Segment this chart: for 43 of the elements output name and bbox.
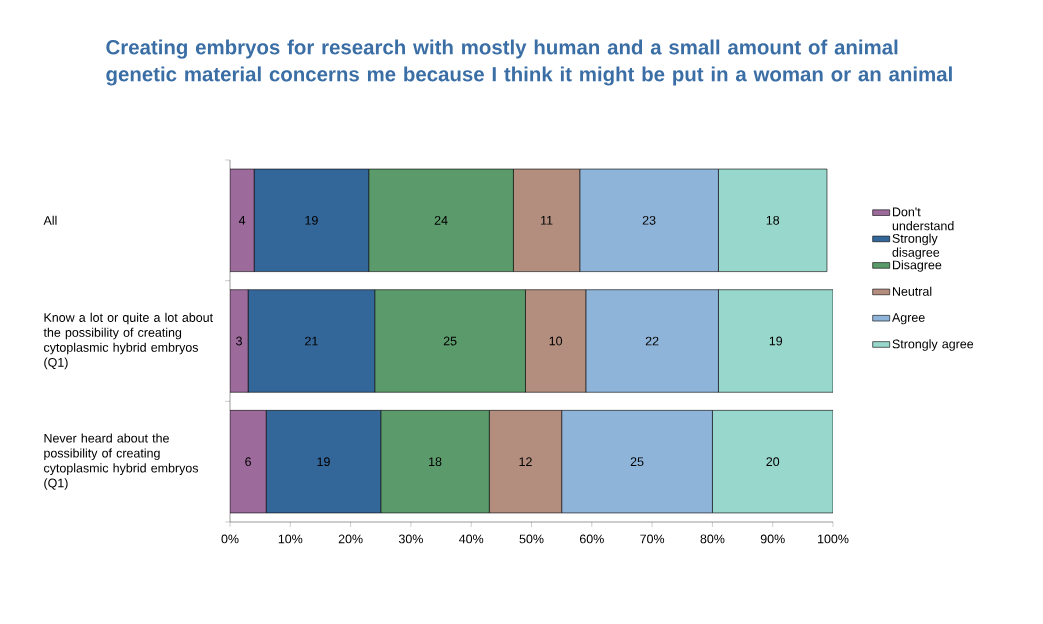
data-label: 24 — [434, 215, 448, 225]
data-label: 22 — [645, 336, 659, 346]
data-label: 18 — [429, 457, 442, 467]
legend-label: Neutral — [892, 286, 932, 296]
legend-label: Disagree — [892, 260, 942, 272]
bar — [230, 410, 267, 514]
bar — [712, 410, 834, 514]
legend-label: Strongly agree — [892, 339, 974, 351]
data-label: 6 — [245, 457, 252, 467]
x-tick-label: 0% — [221, 534, 239, 544]
chart-title: Creating embryos for research with mostly human and a small amount of animal genetic material concerns me because I think it might be put in a woman or an animal — [106, 39, 952, 86]
data-label: 25 — [630, 457, 644, 467]
x-tick-label: 40% — [459, 534, 484, 544]
x-tick-label: 70% — [640, 534, 665, 544]
data-label: 19 — [305, 215, 318, 225]
x-tick-label: 90% — [760, 534, 785, 544]
legend-label: Don't understand — [892, 207, 954, 231]
x-tick-label: 10% — [278, 534, 303, 544]
data-label: 19 — [317, 457, 330, 467]
y-tick-label: Know a lot or quite a lot about the possibility of creating cytoplasmic hybrid embryos (Q1) — [43, 312, 213, 370]
y-tick-label: Never heard about the possibility of creating cytoplasmic hybrid embryos (Q1) — [44, 433, 199, 490]
data-label: 20 — [766, 457, 780, 467]
bar — [718, 289, 834, 393]
data-label: 25 — [443, 336, 457, 346]
x-tick-label: 50% — [519, 534, 544, 544]
data-label: 18 — [766, 215, 780, 225]
bar — [718, 168, 828, 272]
x-tick-label: 80% — [700, 534, 725, 544]
x-tick-label: 60% — [579, 534, 604, 544]
x-tick-label: 100% — [818, 534, 849, 544]
data-label: 11 — [541, 216, 553, 225]
data-label: 10 — [549, 336, 563, 346]
x-tick-label: 30% — [398, 534, 423, 544]
legend-label: Agree — [892, 313, 925, 325]
legend-label: Strongly disagree — [892, 233, 940, 260]
y-tick-label: All — [43, 215, 57, 225]
data-label: 23 — [642, 215, 656, 225]
data-label: 12 — [519, 457, 532, 466]
data-label: 3 — [236, 336, 242, 346]
data-label: 4 — [238, 216, 246, 225]
x-tick-label: 20% — [338, 534, 363, 544]
data-label: 19 — [769, 336, 783, 346]
data-label: 21 — [305, 336, 318, 346]
